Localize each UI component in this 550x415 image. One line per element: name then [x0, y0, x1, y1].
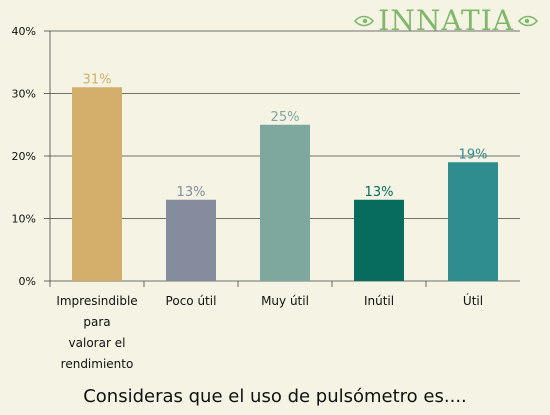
logo-text: INNATIA — [378, 4, 514, 37]
y-tick-label: 40% — [12, 25, 36, 38]
x-tick-label: Muy útil — [261, 294, 309, 308]
chart-caption: Consideras que el uso de pulsómetro es..… — [83, 386, 467, 407]
bar — [448, 162, 498, 281]
x-tick-label: valorar el — [69, 336, 126, 350]
bar — [72, 87, 122, 281]
x-tick-label: Impresindible — [56, 294, 137, 308]
y-tick-label: 30% — [12, 88, 36, 101]
x-tick-label: para — [83, 315, 110, 329]
bar — [354, 199, 404, 281]
y-tick-label: 10% — [12, 213, 36, 226]
bar-value-label: 13% — [177, 185, 206, 200]
bar — [166, 199, 216, 281]
bar-value-label: 13% — [365, 185, 394, 200]
x-tick-label: rendimiento — [61, 357, 134, 371]
x-tick-label: Útil — [463, 293, 483, 308]
bar-value-label: 25% — [271, 110, 300, 125]
leaf-right-icon — [518, 15, 538, 27]
bar-chart: 0% 10% 20% 30% 40% 31% Impresindible para valora… — [12, 25, 520, 371]
y-tick-label: 0% — [19, 275, 36, 288]
y-tick-label: 20% — [12, 150, 36, 163]
bar — [260, 124, 310, 281]
x-tick-label: Poco útil — [166, 294, 217, 308]
innatia-logo: INNATIA — [354, 4, 538, 38]
bar-value-label: 19% — [459, 147, 488, 162]
bar-value-label: 31% — [83, 72, 112, 87]
x-tick-label: Inútil — [364, 294, 394, 308]
leaf-left-icon — [354, 15, 375, 27]
